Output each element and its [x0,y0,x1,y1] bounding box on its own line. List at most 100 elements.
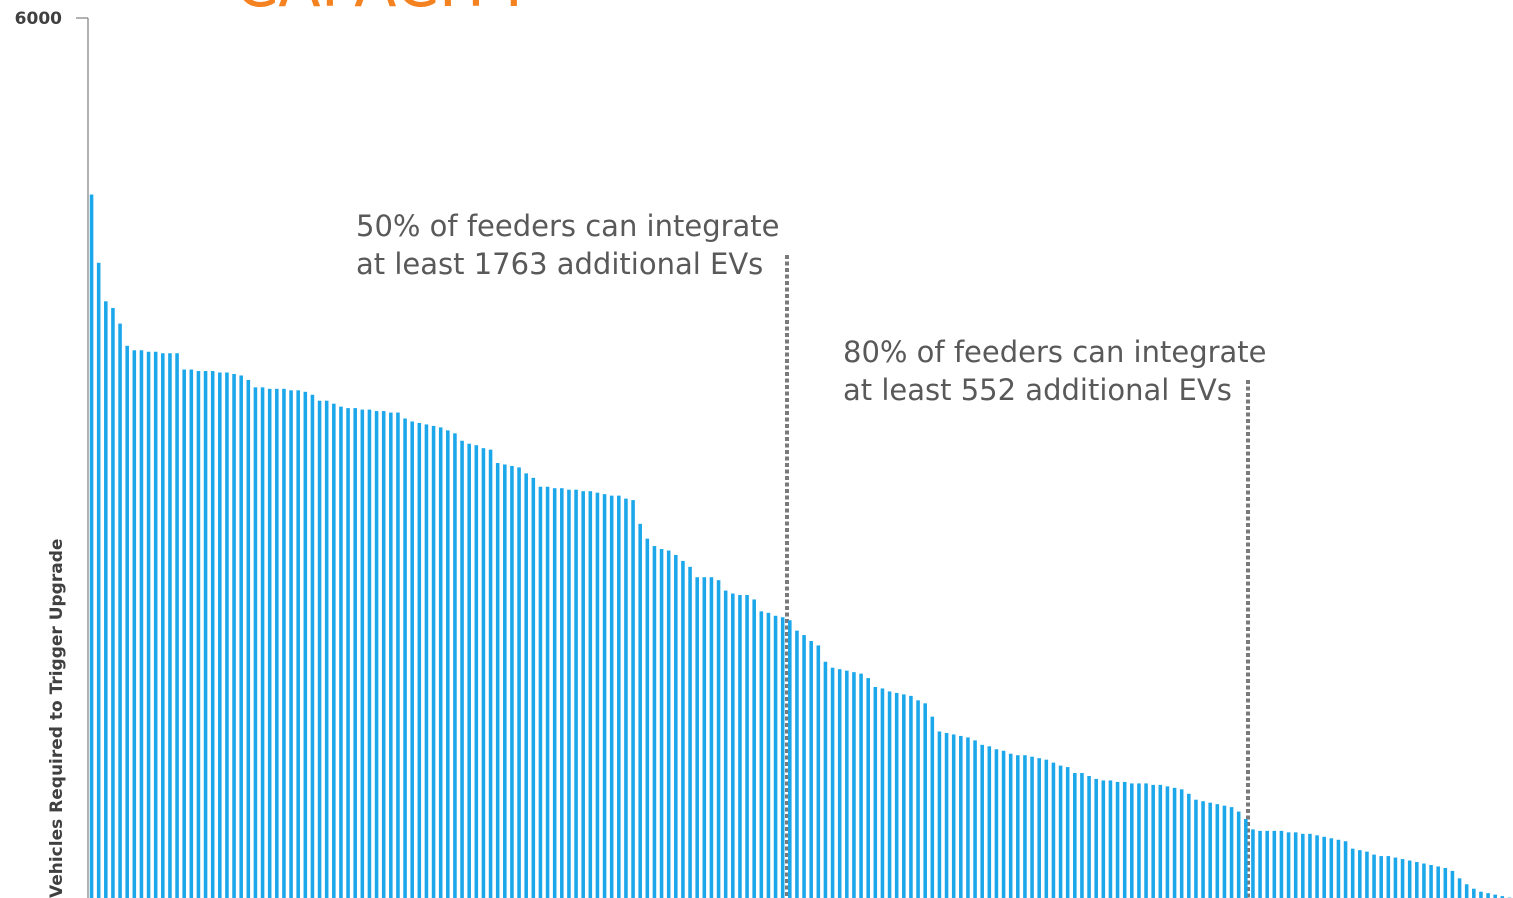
bar [816,645,821,898]
bar [282,388,286,898]
bar [602,494,607,898]
bar [1265,830,1269,898]
bar [1023,755,1027,898]
bar [168,353,172,898]
bar [1080,773,1084,898]
bar [1051,762,1056,898]
bar [631,500,635,898]
bar [902,694,906,898]
bar [973,740,977,898]
bar [196,371,201,898]
bar [1087,775,1091,898]
bar [802,635,806,898]
bar [894,692,899,898]
bar [139,350,144,898]
bar [1244,819,1248,898]
bar [260,387,265,898]
bar [1094,778,1098,898]
bar [360,409,365,898]
bar [96,262,101,898]
bar [1429,864,1433,898]
bar [275,388,279,898]
bar [1208,802,1212,898]
bar [267,388,272,898]
bar [1272,830,1277,898]
bar [381,411,386,898]
bar [1493,894,1497,898]
bar [930,716,935,898]
bar [652,546,657,898]
bar [1179,789,1184,898]
bar [1172,787,1177,898]
bar [1236,811,1241,898]
bar [389,412,393,898]
bar [1350,848,1355,898]
bar [417,422,422,898]
bar [403,418,407,898]
bar [923,703,927,898]
bar [966,737,970,898]
bar [709,577,714,898]
bar [552,488,557,898]
bar [317,400,322,898]
bar [1315,835,1319,898]
bar [1486,893,1490,898]
bar [624,498,628,898]
bar [1472,888,1476,898]
bar [937,731,942,898]
bar [1122,781,1127,898]
bar [1415,862,1419,898]
bar [175,353,179,898]
bar [1144,783,1148,898]
bar [809,641,813,898]
bar [1130,783,1134,898]
annotation: 50% of feeders can integrate [356,209,780,243]
bar [1201,801,1205,898]
bar [189,369,194,898]
y-tick-label: 6000 [15,9,62,29]
bar [1379,856,1383,898]
bar [1500,896,1505,898]
bar [1365,851,1369,898]
bar [1436,866,1440,898]
bar [759,611,764,898]
bar [538,486,543,898]
bar [830,667,835,898]
bar [111,307,115,898]
bar [702,577,707,898]
bar [1151,784,1155,898]
bar [695,577,699,898]
bar [560,488,564,898]
bar [795,630,799,898]
bar [1008,753,1013,898]
bar [880,688,885,898]
bar [118,323,122,898]
bar [1443,867,1448,898]
bar [1258,830,1262,898]
bar [1044,759,1049,898]
bar [374,411,379,898]
bar [1393,857,1398,898]
bar [944,732,949,898]
bar [1386,856,1391,898]
bar [745,595,749,898]
annotation: at least 1763 additional EVs [356,247,763,281]
bar [574,489,578,898]
bar [1251,829,1255,898]
bar [752,599,756,898]
bar [253,387,258,898]
bar [296,390,300,898]
bar [916,700,920,898]
bar [1073,773,1077,898]
bar [1030,756,1034,898]
y-axis-label: Vehicles Required to Trigger Upgrade [47,539,67,898]
bar [595,492,600,898]
bar [503,464,507,898]
bar [218,372,222,898]
bar [495,463,500,898]
bar [310,394,315,898]
bar [1457,878,1462,898]
bar [1400,859,1405,898]
bar [531,477,536,898]
bar [89,194,94,898]
